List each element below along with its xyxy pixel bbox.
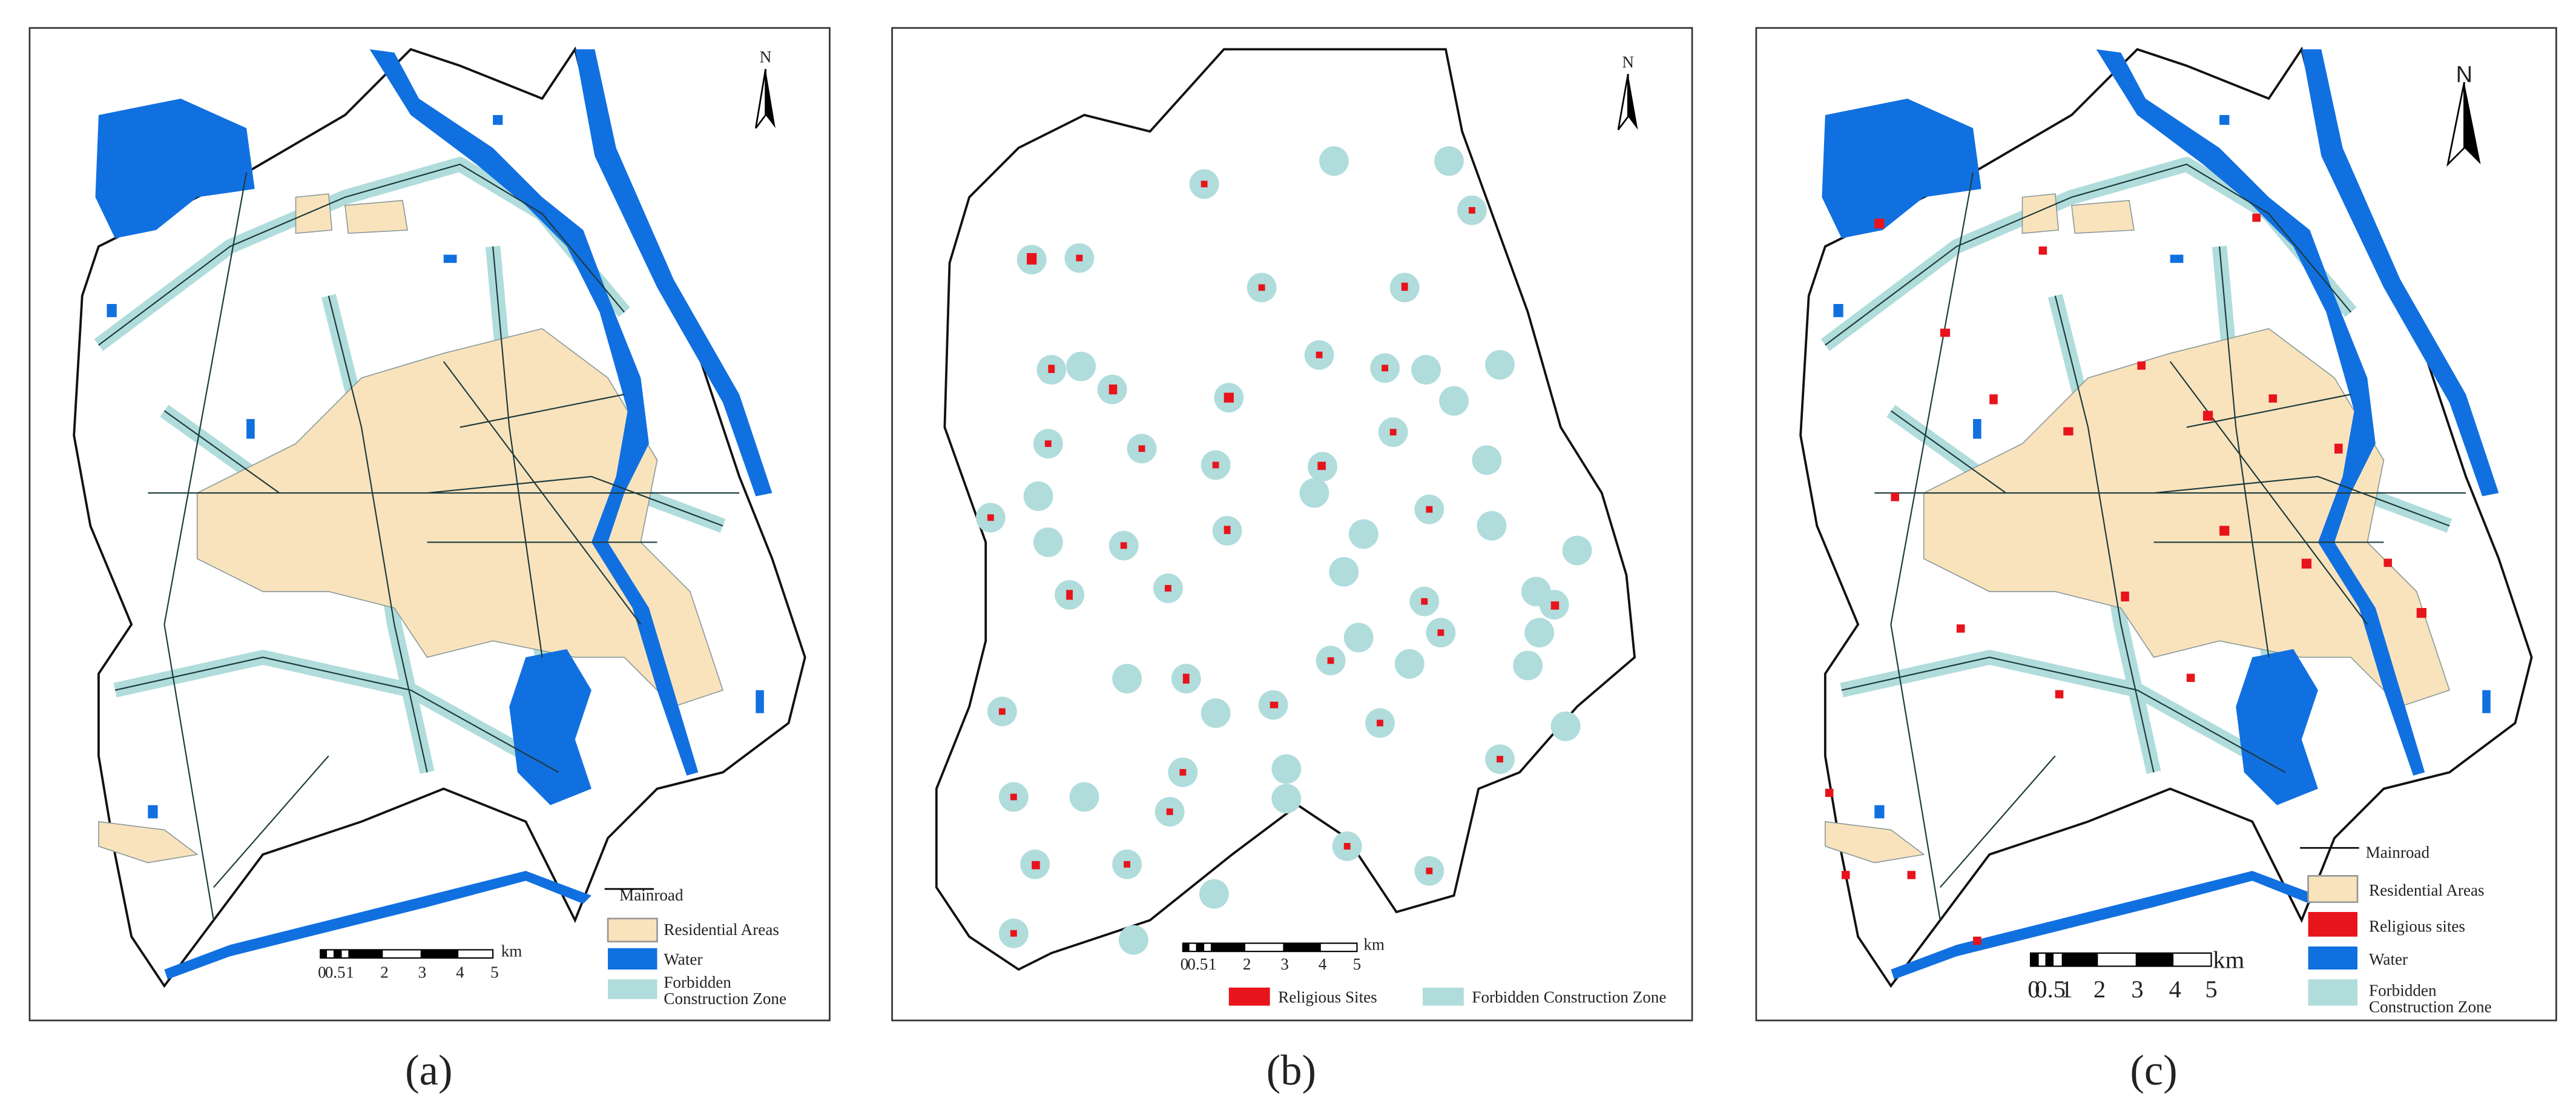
legend-label: Mainroad [619,886,684,904]
scale-label: 4 [2169,976,2181,1003]
legend-label: Mainroad [2366,843,2430,861]
scale-labels: 0 0.5 1 2 3 4 5 km [1181,935,1385,973]
legend-label: Religious sites [2369,917,2465,936]
scale-label: 0 [318,963,326,982]
legend-label: Residential Areas [664,920,779,939]
legend-label: Water [2369,950,2408,968]
scale-label: 0 [1181,955,1189,973]
panel-caption: (b) [1267,1047,1316,1094]
scale-bar [320,949,494,959]
legend-swatch [607,917,658,943]
scale-label: 4 [456,963,464,982]
scale-label: 3 [2131,976,2143,1003]
scale-label: 1 [1208,955,1217,973]
legend-label: Forbidden [2369,981,2437,999]
north-arrow [1628,74,1638,130]
legend-label: Forbidden [664,973,731,991]
panel-caption: (c) [2130,1047,2177,1094]
scale-unit: km [2213,946,2244,973]
legend-label: Residential Areas [2369,881,2485,899]
scale-labels: 0 0.5 1 2 3 4 5 km [2028,946,2244,1003]
scale-label: 3 [418,963,427,982]
legend-label: Construction Zone [664,989,786,1008]
map-c [1799,49,2533,988]
legend-swatch [1423,987,1464,1006]
scale-label: 0.5 [325,963,346,982]
scale-label: 2 [380,963,389,982]
scale-bar [1182,942,1358,953]
map-b [935,48,1636,971]
panel-caption: (a) [405,1047,452,1094]
scale-unit: km [501,942,522,960]
legend-swatch [2308,912,2358,937]
religious-sites [975,146,1592,955]
scale-label: 4 [1319,955,1327,973]
scale-label: 1 [346,963,354,982]
north-label: N [760,48,772,66]
legend-swatch [608,948,657,970]
legend-swatch [2307,874,2359,904]
scale-labels: 0 0.5 1 2 3 4 5 km [318,942,522,981]
scale-label: 5 [1353,955,1362,973]
scale-label: 0.5 [2035,976,2066,1003]
north-label: N [1622,53,1634,71]
legend-label: Water [664,950,702,968]
scale-label: 1 [2061,976,2073,1003]
scale-label: 3 [1280,955,1289,973]
scale-label: 5 [490,963,499,982]
scale-bar [2029,952,2212,967]
north-label: N [2456,62,2472,88]
legend-label: Forbidden Construction Zone [1472,988,1666,1006]
legend-label: Religious Sites [1278,988,1377,1006]
north-arrow [765,68,776,128]
legend-swatch [608,979,657,999]
scale-unit: km [1363,935,1385,953]
scale-label: 0.5 [1187,955,1208,973]
legend-swatch [2308,946,2358,970]
scale-label: 2 [1243,955,1251,973]
legend-swatch [1228,987,1270,1006]
scale-label: 0 [2028,976,2040,1003]
legend-swatch [2308,979,2358,1006]
legend-label: Construction Zone [2369,998,2492,1016]
scale-label: 2 [2093,976,2106,1003]
scale-label: 5 [2205,976,2217,1003]
